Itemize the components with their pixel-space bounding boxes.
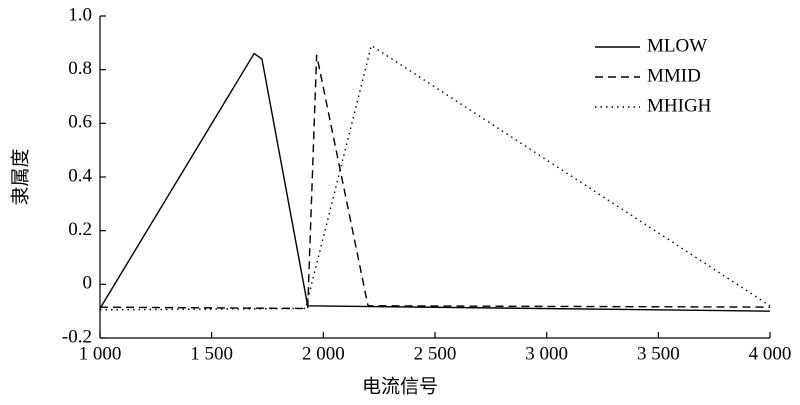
- x-tick-label: 2 000: [302, 343, 345, 364]
- series-line: [99, 52, 771, 312]
- y-tick-label: -0.2: [62, 326, 92, 347]
- series-line: [99, 44, 771, 311]
- series-line: [99, 54, 771, 310]
- x-tick-label: 1 000: [79, 343, 122, 364]
- x-tick-label: 4 000: [749, 343, 792, 364]
- legend-label: MMID: [647, 65, 701, 86]
- y-tick-label: 0: [83, 273, 93, 294]
- x-tick-label: 1 500: [190, 343, 233, 364]
- y-tick-label: 0.8: [68, 58, 92, 79]
- y-axis-label: 隶属度: [9, 148, 31, 205]
- y-tick-label: 0.6: [68, 112, 92, 133]
- x-tick-label: 2 500: [414, 343, 457, 364]
- x-axis-label: 电流信号: [362, 375, 438, 397]
- legend-label: MLOW: [647, 35, 707, 56]
- x-tick-label: 3 500: [637, 343, 680, 364]
- y-tick-label: 0.4: [68, 165, 92, 186]
- x-tick-label: 3 000: [525, 343, 568, 364]
- y-tick-label: 0.2: [68, 219, 92, 240]
- legend-label: MHIGH: [647, 95, 712, 116]
- y-tick-label: 1.0: [68, 4, 92, 25]
